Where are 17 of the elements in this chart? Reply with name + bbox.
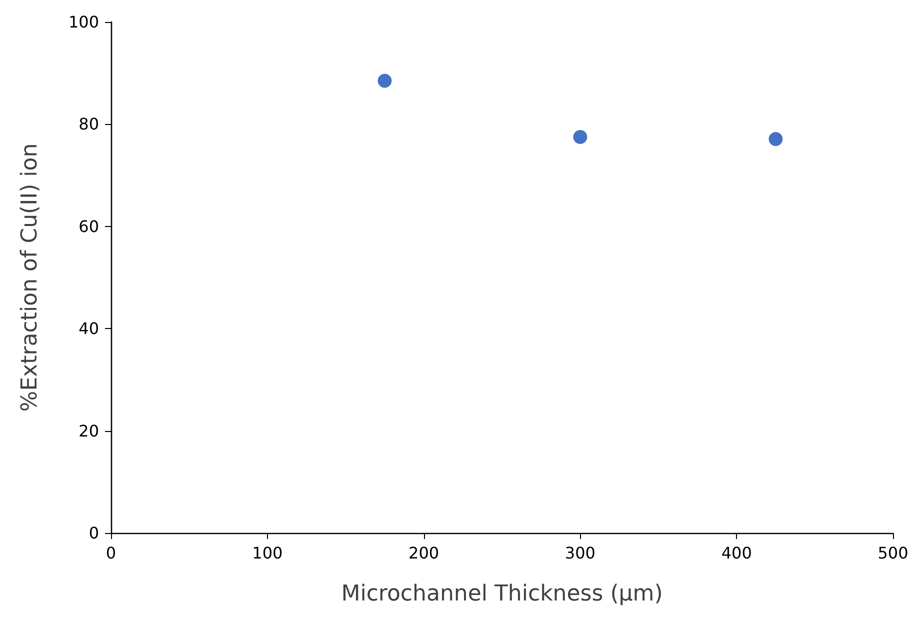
y-tick-label: 0 bbox=[88, 524, 99, 542]
y-axis-title: %Extraction of Cu(II) ion bbox=[18, 143, 42, 412]
x-tick-label: 300 bbox=[564, 544, 596, 562]
x-tick-label: 400 bbox=[721, 544, 752, 562]
x-tick-label: 0 bbox=[106, 544, 116, 562]
y-tick-label: 40 bbox=[78, 319, 99, 338]
x-tick-label: 500 bbox=[878, 544, 908, 562]
point bbox=[378, 74, 392, 88]
x-tick-label: 100 bbox=[252, 544, 283, 562]
y-tick-label: 100 bbox=[68, 12, 99, 32]
point bbox=[573, 130, 588, 144]
point bbox=[768, 132, 783, 146]
x-axis-title: Microchannel Thickness (μm) bbox=[341, 582, 663, 606]
y-tick-label: 60 bbox=[78, 216, 99, 236]
y-tick-label: 80 bbox=[78, 114, 99, 134]
y-tick-label: 20 bbox=[78, 421, 99, 440]
x-tick-label: 200 bbox=[408, 544, 440, 562]
